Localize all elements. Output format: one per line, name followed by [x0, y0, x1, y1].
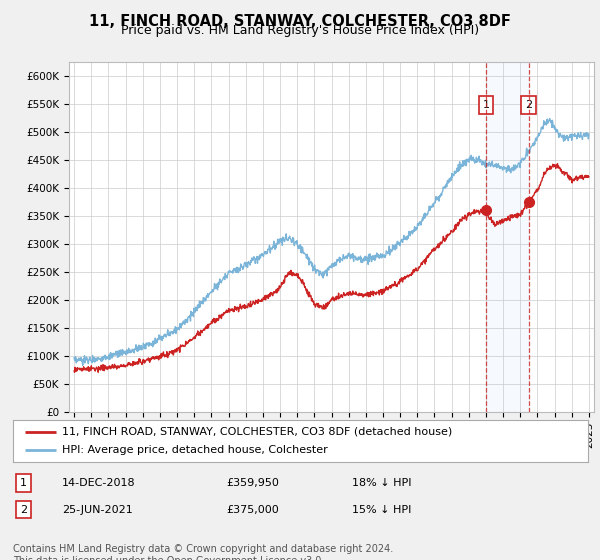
Text: 18% ↓ HPI: 18% ↓ HPI [352, 478, 412, 488]
Text: £359,950: £359,950 [226, 478, 279, 488]
Text: 2: 2 [20, 505, 27, 515]
Bar [486, 62, 529, 412]
Text: 25-JUN-2021: 25-JUN-2021 [62, 505, 133, 515]
Text: 1: 1 [20, 478, 27, 488]
Text: 2: 2 [525, 100, 532, 110]
Text: Contains HM Land Registry data © Crown copyright and database right 2024.
This d: Contains HM Land Registry data © Crown c… [13, 544, 394, 560]
Text: 1: 1 [482, 100, 490, 110]
Text: £375,000: £375,000 [226, 505, 278, 515]
Text: 11, FINCH ROAD, STANWAY, COLCHESTER, CO3 8DF: 11, FINCH ROAD, STANWAY, COLCHESTER, CO3… [89, 14, 511, 29]
Text: Price paid vs. HM Land Registry's House Price Index (HPI): Price paid vs. HM Land Registry's House … [121, 24, 479, 37]
Text: 15% ↓ HPI: 15% ↓ HPI [352, 505, 412, 515]
Text: 11, FINCH ROAD, STANWAY, COLCHESTER, CO3 8DF (detached house): 11, FINCH ROAD, STANWAY, COLCHESTER, CO3… [62, 427, 452, 437]
Text: HPI: Average price, detached house, Colchester: HPI: Average price, detached house, Colc… [62, 445, 328, 455]
Text: 14-DEC-2018: 14-DEC-2018 [62, 478, 136, 488]
